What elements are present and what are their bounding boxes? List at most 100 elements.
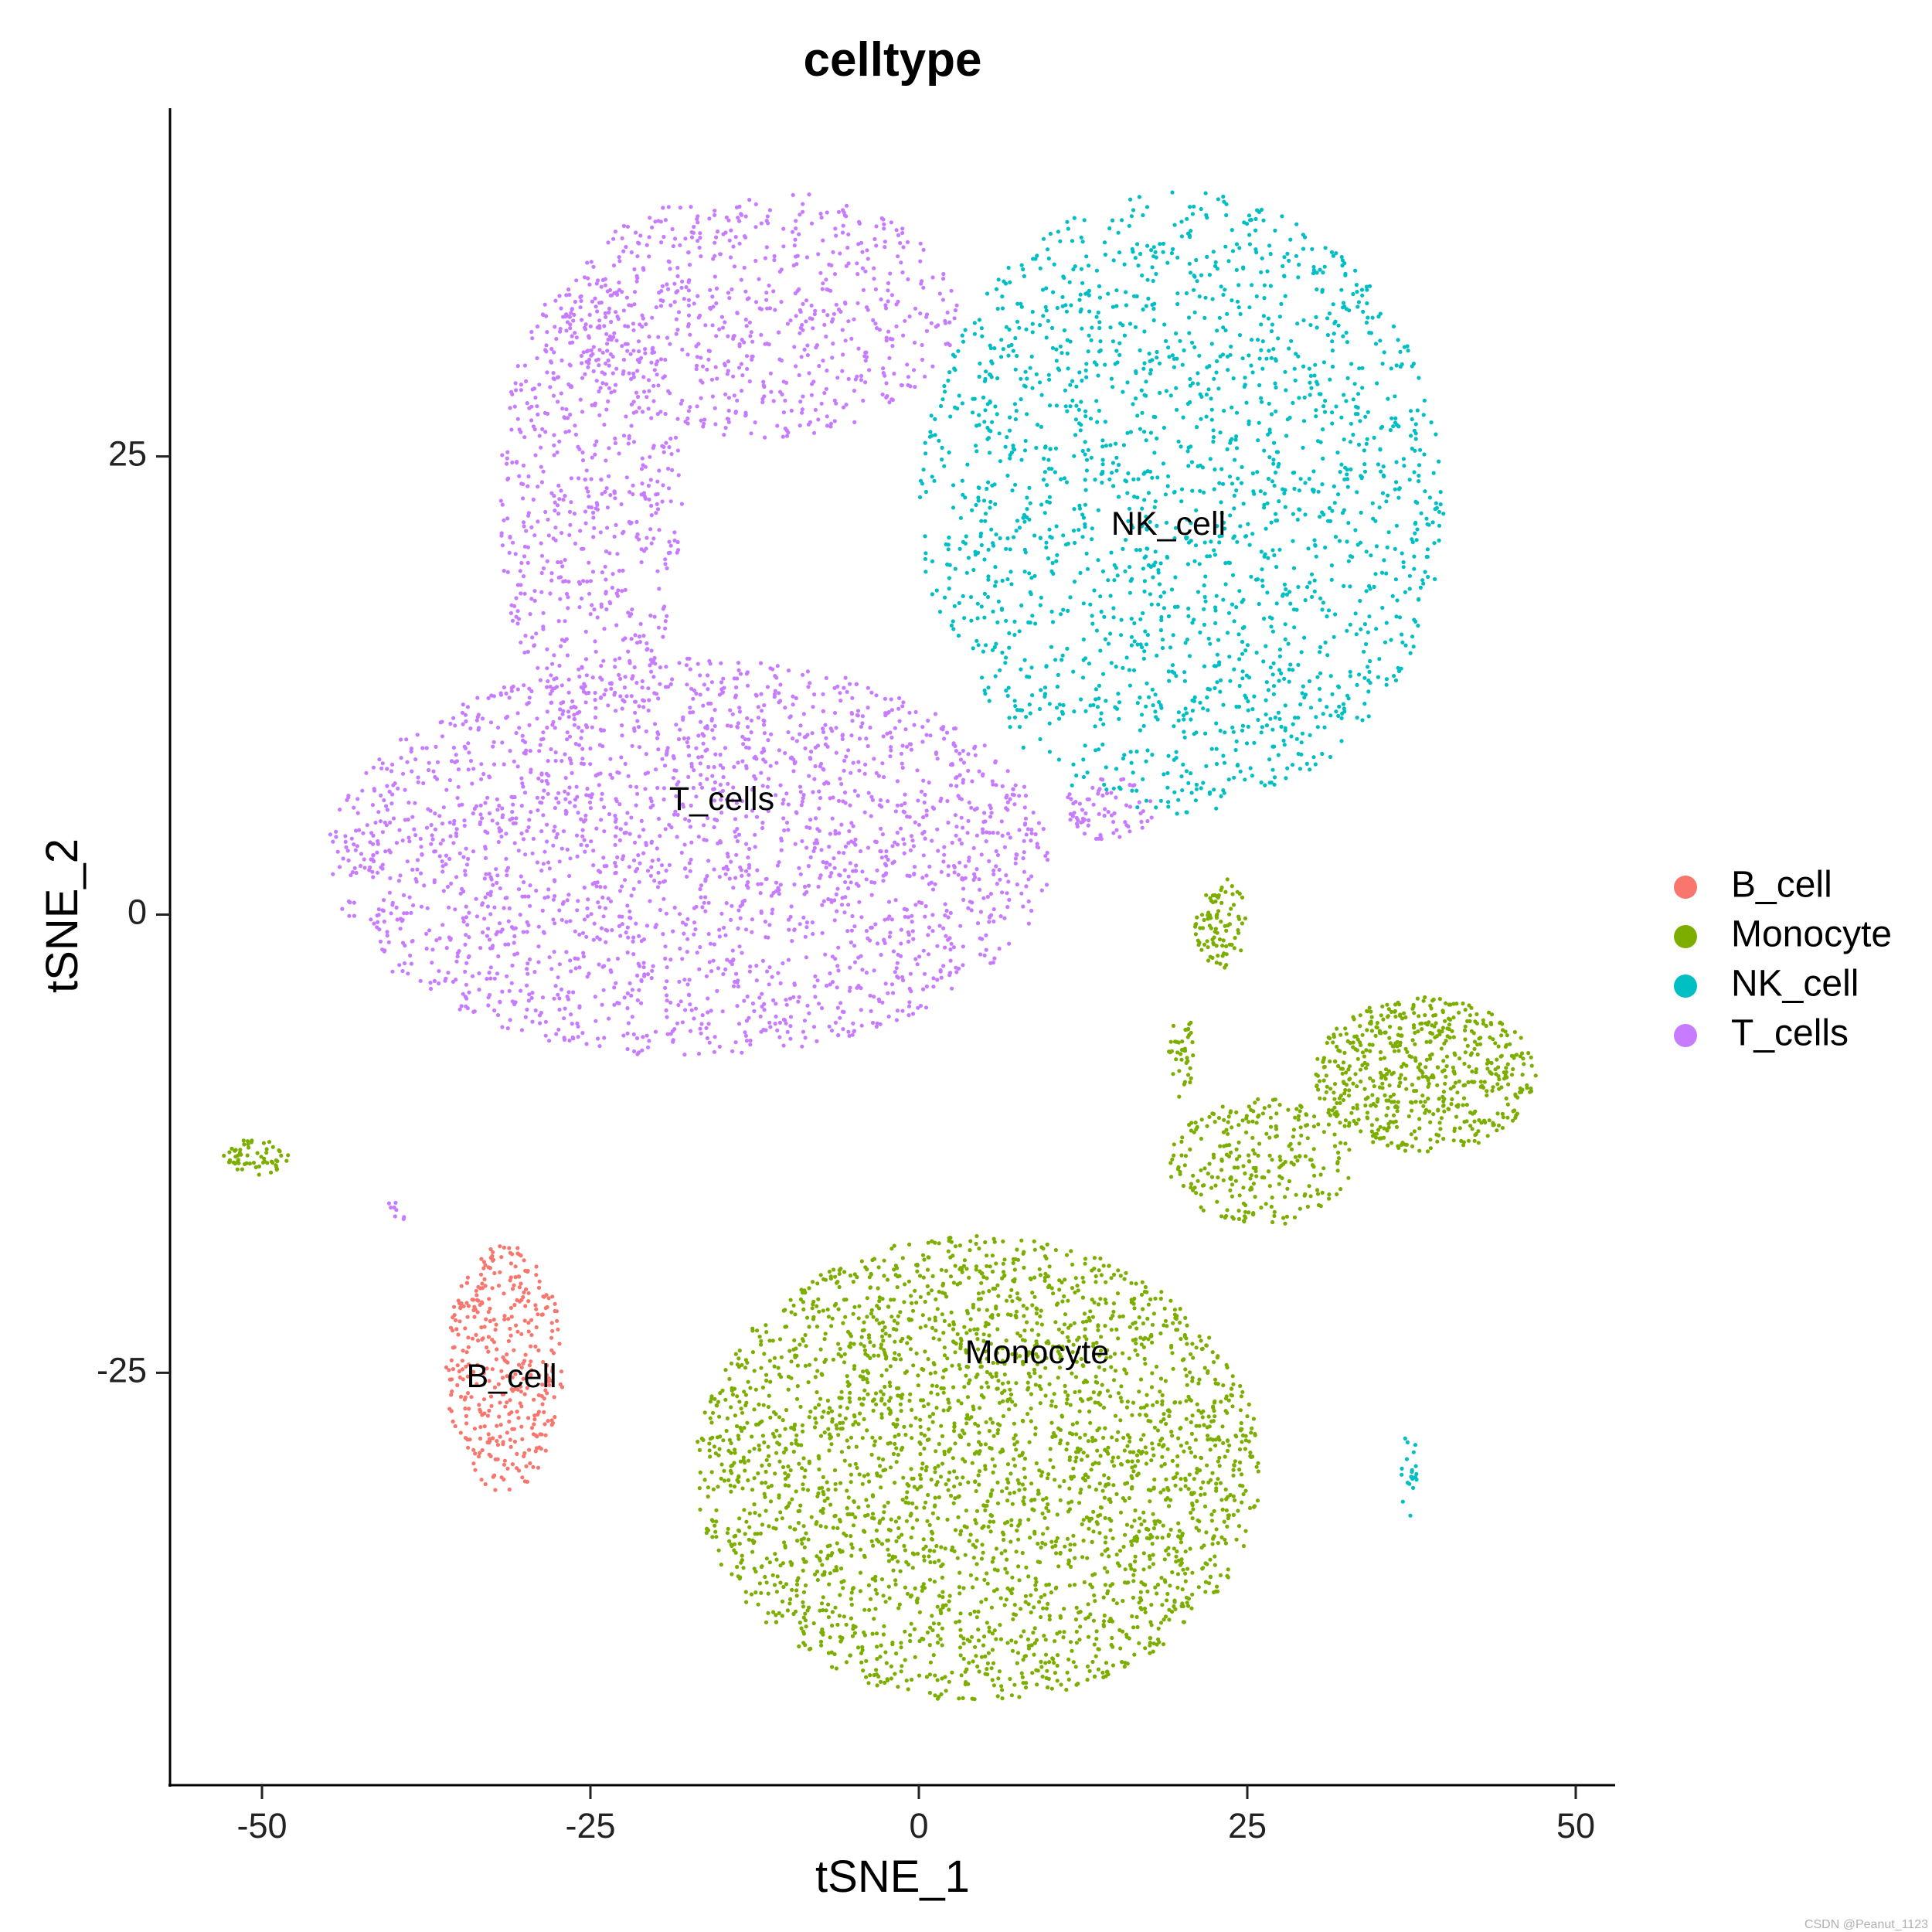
data-point [971,567,976,573]
data-point [951,1456,955,1461]
data-point [1193,923,1198,927]
data-point [1501,1115,1505,1120]
data-point [1151,1447,1155,1451]
data-point [1197,1377,1202,1382]
data-point [1088,1309,1093,1314]
data-point [918,1473,923,1478]
data-point [1203,731,1208,736]
data-point [1474,1131,1478,1137]
data-point [1316,1087,1321,1092]
data-point [1048,231,1053,236]
data-point [1213,930,1217,934]
data-point [1443,1081,1447,1086]
data-point [883,1384,887,1389]
data-point [985,1308,989,1312]
data-point [807,1459,811,1464]
data-point [1322,1097,1327,1101]
data-point [968,1378,972,1383]
data-point [807,1325,811,1329]
data-point [1476,1129,1481,1134]
data-point [1315,1056,1320,1061]
data-point [883,1600,888,1604]
data-point [722,1478,727,1483]
data-point [1279,724,1284,730]
data-point [1396,1032,1400,1037]
data-point [485,1345,489,1350]
data-point [990,1269,995,1274]
data-point [1081,1451,1086,1455]
data-point [1044,1256,1049,1260]
data-point [1274,1124,1278,1128]
data-point [1472,1119,1477,1124]
data-point [1164,1548,1168,1553]
data-point [902,1543,906,1548]
data-point [1199,1455,1203,1460]
data-point [1085,1664,1090,1668]
data-point [1398,1026,1403,1031]
data-point [1074,1641,1079,1645]
data-point [888,1528,893,1532]
data-point [1051,1657,1056,1662]
data-point [1036,1668,1040,1673]
data-point [1261,659,1266,664]
data-point [1186,1487,1191,1492]
data-point [853,1515,858,1519]
data-point [1172,1153,1176,1158]
data-point [1103,1515,1107,1520]
data-point [1392,674,1396,679]
data-point [991,1661,996,1665]
data-point [526,1291,531,1295]
data-point [1330,339,1335,344]
data-point [760,1522,765,1527]
data-point [787,1501,792,1505]
data-point [1380,1081,1385,1086]
data-point [792,1423,797,1428]
data-point [767,1560,772,1565]
data-point [1514,1113,1519,1117]
data-point [884,1661,889,1665]
data-point [1438,490,1443,495]
data-point [1015,1291,1020,1296]
data-point [875,1471,879,1476]
data-point [1180,1601,1185,1606]
data-point [743,1532,747,1536]
data-point [795,1539,800,1543]
data-point [1253,216,1258,221]
data-point [1190,1342,1195,1346]
data-point [925,1437,930,1442]
data-point [1045,1668,1049,1673]
data-point [1359,1043,1363,1047]
data-point [832,1651,837,1657]
data-point [1005,1486,1009,1491]
data-point [818,1347,823,1352]
data-point [1198,926,1202,930]
data-point [947,1594,952,1598]
data-point [1137,1389,1141,1394]
data-point [1166,1552,1171,1557]
data-point [975,1337,980,1342]
data-point [973,1421,978,1426]
data-point [1012,1421,1016,1426]
data-point [1453,1080,1458,1085]
data-point [973,1518,978,1522]
data-point [842,1360,847,1365]
data-point [1029,1277,1033,1281]
data-point [1315,675,1320,679]
data-point [989,1605,994,1610]
data-point [475,1310,480,1315]
data-point [490,1286,495,1291]
data-point [1053,1639,1057,1644]
data-point [1294,1192,1298,1197]
data-point [1130,1465,1134,1470]
data-point [269,1170,274,1175]
data-point [786,1387,791,1392]
data-point [1203,1580,1208,1584]
data-point [1010,1648,1015,1653]
data-point [1098,1349,1104,1353]
data-point [1212,1360,1216,1365]
data-point [910,1436,914,1440]
data-point [978,1357,982,1362]
data-point [803,1643,808,1648]
data-point [1101,1619,1107,1624]
data-point [730,1543,734,1549]
